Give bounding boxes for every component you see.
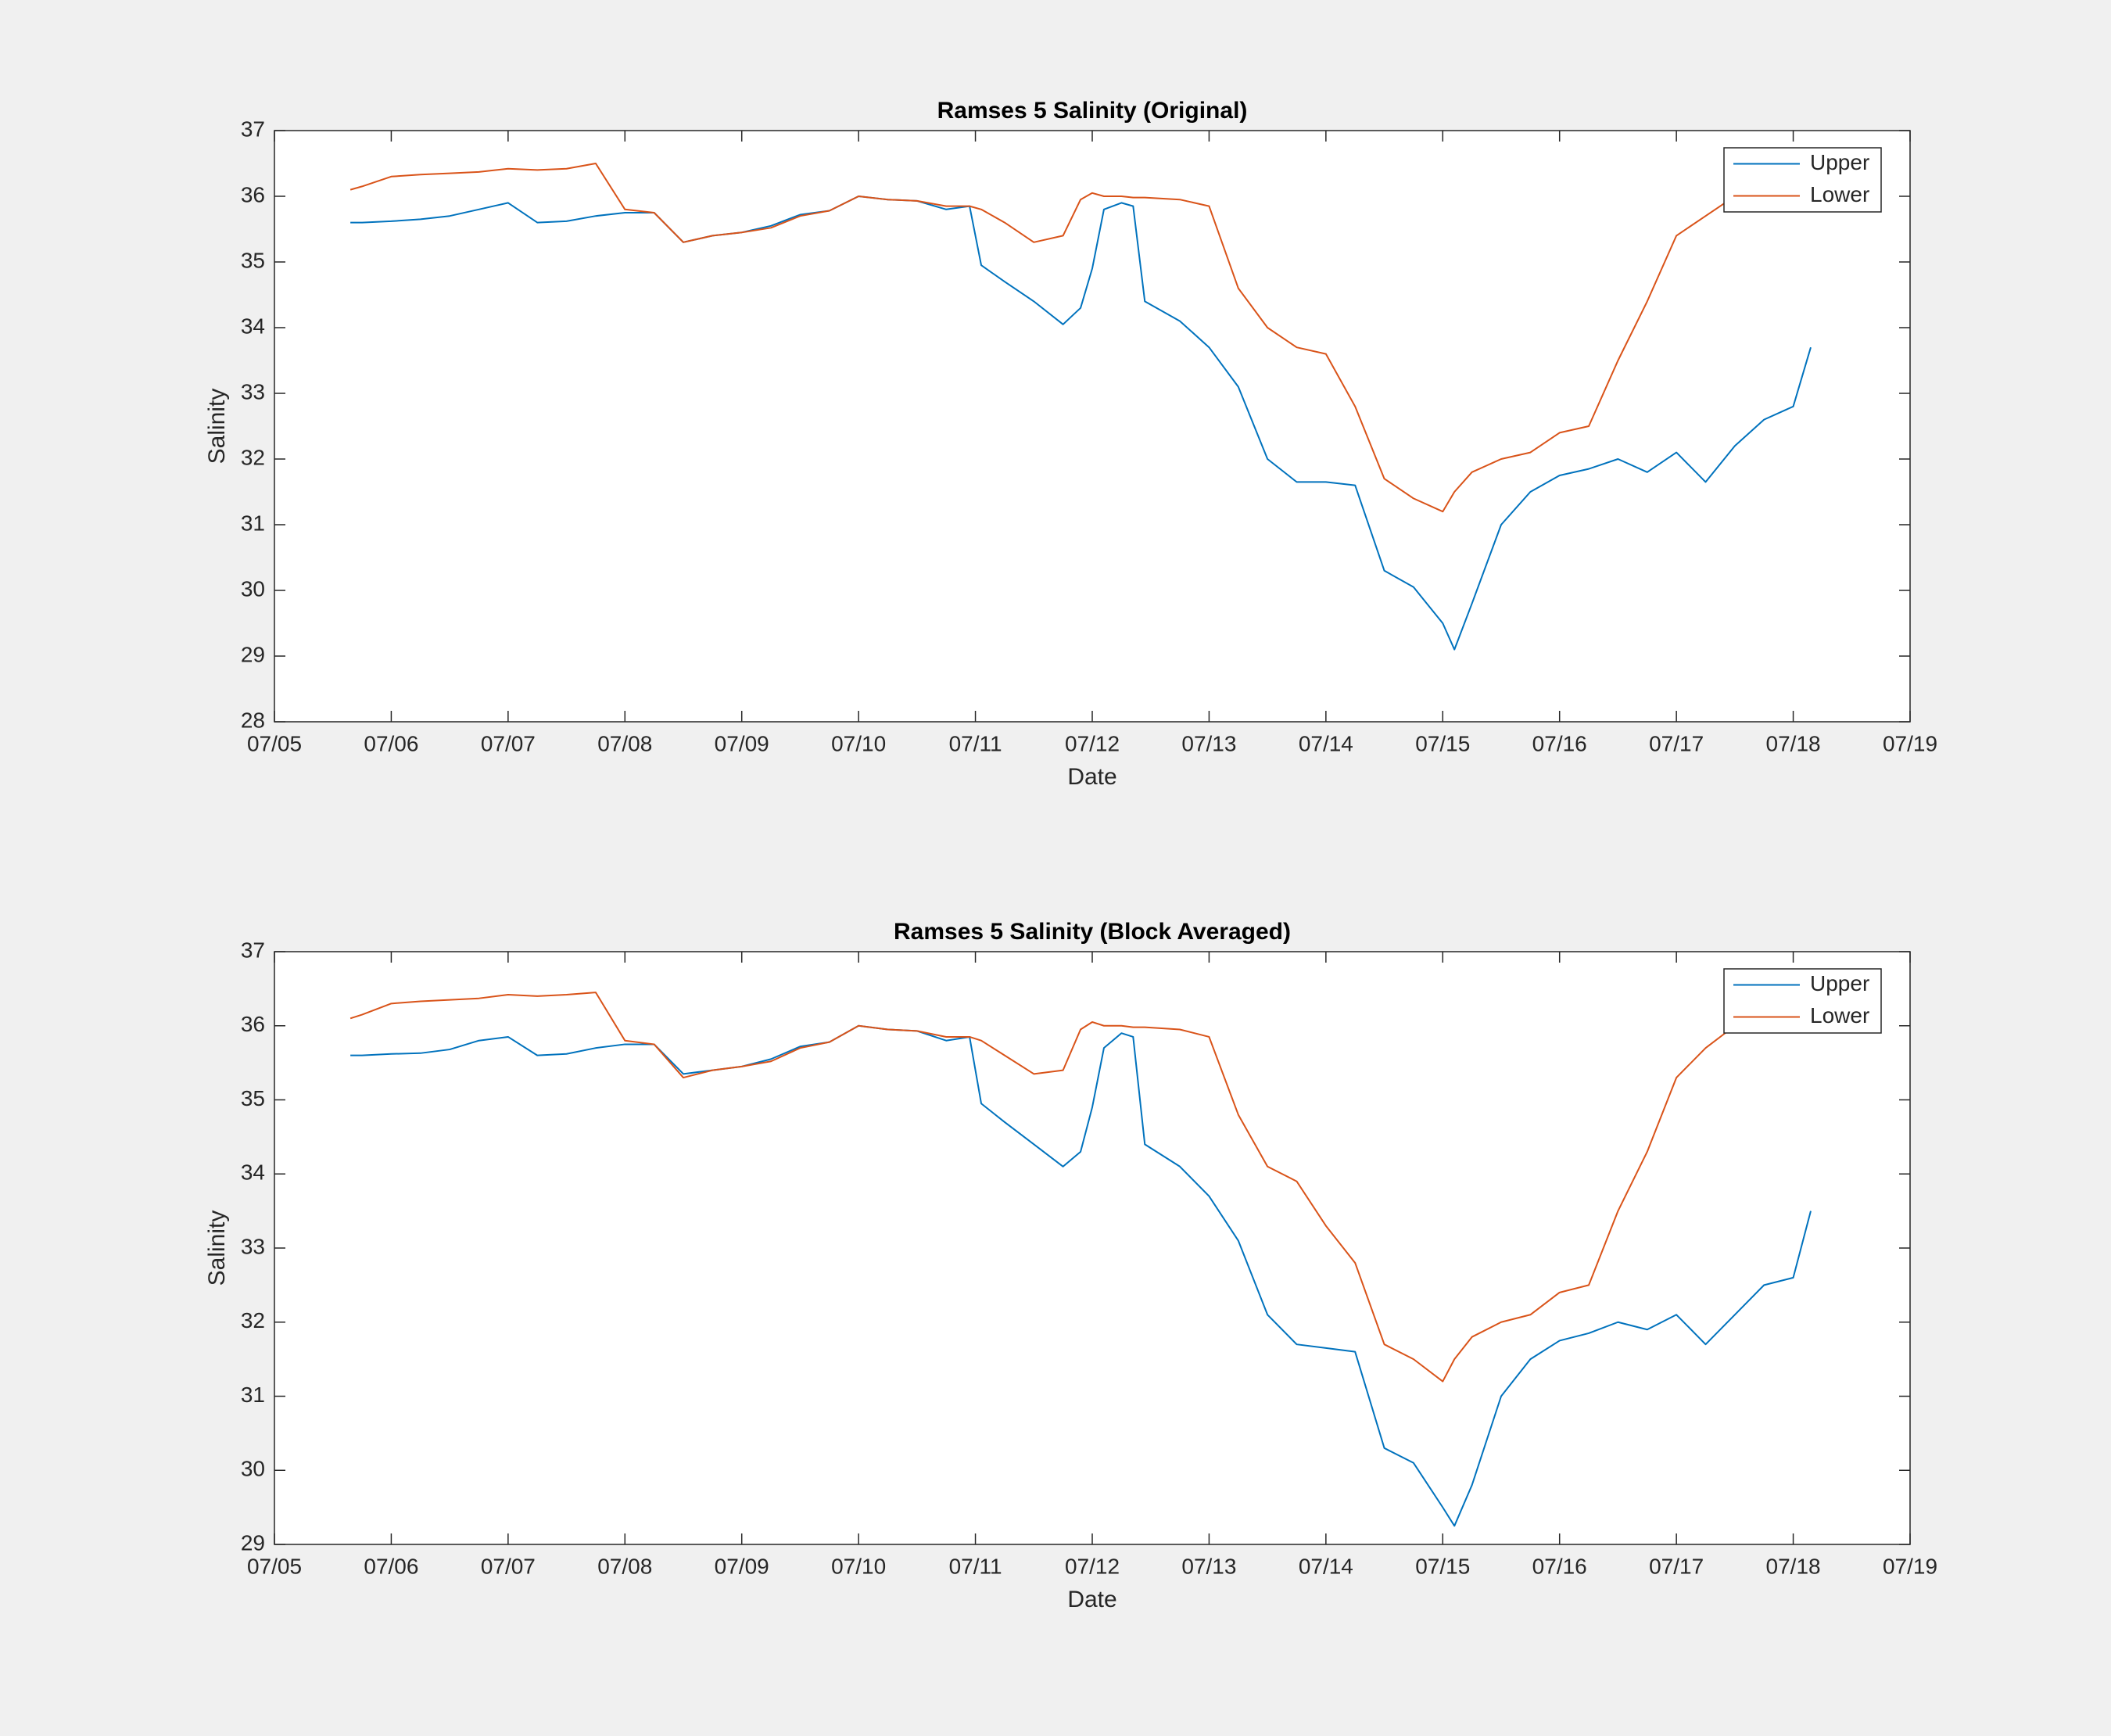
x-axis-label: Date [1067,764,1116,790]
x-tick-label: 07/10 [831,1554,886,1578]
y-tick-label: 31 [241,511,265,535]
x-tick-label: 07/17 [1649,731,1704,755]
x-tick-label: 07/08 [597,731,652,755]
y-axis-label: Salinity [204,1211,230,1286]
x-tick-label: 07/17 [1649,1554,1704,1578]
legend-label: Lower [1810,182,1869,206]
x-tick-label: 07/09 [715,731,769,755]
chart-title: Ramses 5 Salinity (Original) [937,98,1248,124]
legend-box [1723,147,1882,213]
legend-label: Lower [1810,1003,1869,1028]
y-tick-label: 37 [241,938,265,962]
plot-area [274,952,1910,1544]
legend-label: Upper [1810,971,1869,995]
x-tick-label: 07/14 [1299,1554,1353,1578]
x-tick-label: 07/18 [1766,1554,1821,1578]
x-tick-label: 07/19 [1883,1554,1937,1578]
y-tick-label: 30 [241,576,265,601]
x-tick-label: 07/09 [715,1554,769,1578]
y-tick-label: 36 [241,1012,265,1036]
y-tick-label: 33 [241,1234,265,1258]
x-tick-label: 07/07 [481,731,536,755]
x-tick-label: 07/15 [1415,1554,1470,1578]
y-tick-label: 36 [241,182,265,206]
y-tick-label: 37 [241,117,265,141]
x-tick-label: 07/16 [1532,731,1587,755]
legend-box [1723,968,1882,1034]
x-tick-label: 07/10 [831,731,886,755]
x-tick-label: 07/05 [247,731,302,755]
x-tick-label: 07/12 [1065,731,1120,755]
x-tick-label: 07/08 [597,1554,652,1578]
x-tick-label: 07/12 [1065,1554,1120,1578]
y-tick-label: 31 [241,1383,265,1407]
legend-label: Upper [1810,150,1869,174]
x-tick-label: 07/13 [1181,731,1236,755]
x-tick-label: 07/15 [1415,731,1470,755]
x-tick-label: 07/11 [949,1554,1002,1578]
chart-title: Ramses 5 Salinity (Block Averaged) [894,919,1291,945]
y-tick-label: 28 [241,708,265,732]
series-group [349,163,1812,651]
y-tick-label: 30 [241,1457,265,1481]
y-tick-label: 34 [241,314,265,338]
series-group [349,992,1812,1527]
series-line [350,1024,1812,1527]
plot-border [274,130,1911,723]
plot-border [274,951,1911,1545]
plot-area [274,131,1910,722]
series-line [349,992,1811,1383]
y-tick-label: 29 [241,642,265,666]
x-tick-label: 07/07 [481,1554,536,1578]
y-tick-label: 32 [241,445,265,469]
y-axis-label: Salinity [204,389,230,464]
y-tick-label: 35 [241,1086,265,1110]
x-tick-label: 07/05 [247,1554,302,1578]
x-tick-label: 07/06 [364,731,418,755]
x-tick-label: 07/14 [1299,731,1353,755]
series-line [350,195,1812,651]
x-tick-label: 07/13 [1181,1554,1236,1578]
y-tick-label: 34 [241,1160,265,1185]
y-tick-label: 29 [241,1530,265,1555]
x-tick-label: 07/18 [1766,731,1821,755]
x-tick-label: 07/06 [364,1554,418,1578]
series-line [349,163,1811,513]
y-tick-label: 35 [241,248,265,272]
x-tick-label: 07/16 [1532,1554,1587,1578]
y-tick-label: 33 [241,379,265,404]
x-tick-label: 07/19 [1883,731,1937,755]
x-tick-label: 07/11 [949,731,1002,755]
y-tick-label: 32 [241,1308,265,1332]
x-axis-label: Date [1067,1587,1116,1612]
